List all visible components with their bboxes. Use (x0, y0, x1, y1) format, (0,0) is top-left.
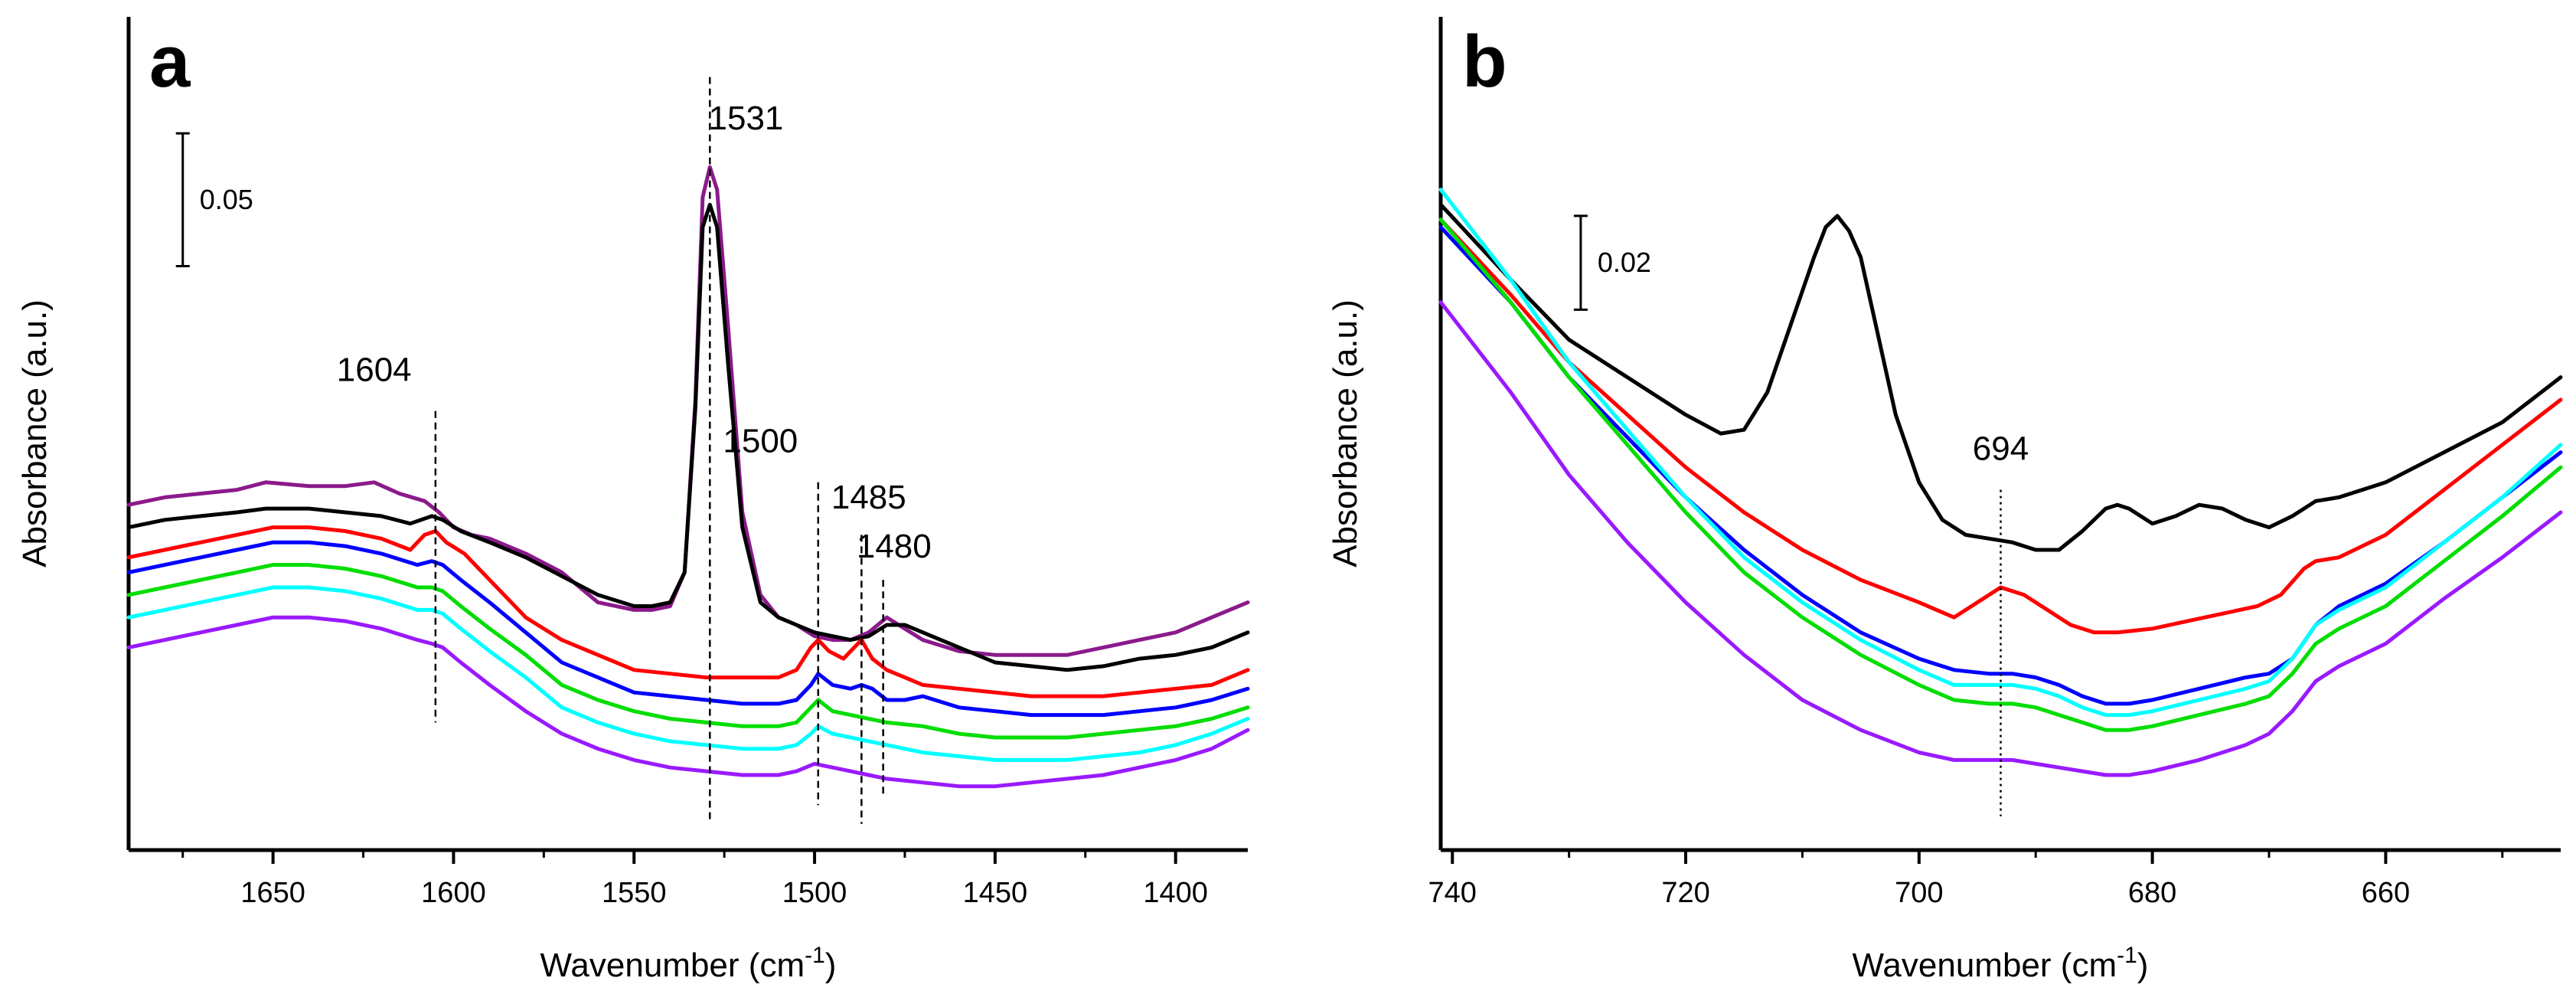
panel-a-annotations: 1531 1604 1500 1485 1480 (337, 77, 932, 824)
x-tick-label: 680 (2128, 877, 2176, 909)
series-cyan (126, 585, 1250, 762)
panel-b: b 694 740 720 700 680 660 0.02 Absorbance (a… (1327, 17, 2563, 984)
x-tick-label: 1650 (240, 877, 305, 909)
panel-b-x-axis-label: Wavenumber (cm-1) (1853, 943, 2149, 984)
panel-b-x-label-main: Wavenumber (1853, 947, 2052, 984)
panel-a-x-label-close: ) (825, 947, 837, 984)
series-blue (126, 540, 1250, 718)
panel-a-series-group (126, 165, 1250, 789)
annotation-label-1500: 1500 (723, 423, 798, 460)
x-tick-label: 700 (1895, 877, 1943, 909)
panel-a-y-axis-label: Absorbance (a.u.) (16, 299, 54, 567)
panel-a-x-label-unit: (cm (749, 947, 805, 984)
panel-b-x-label-close: ) (2137, 947, 2149, 984)
series-red (126, 525, 1250, 698)
x-tick-label: 1600 (421, 877, 486, 909)
panel-a-x-label-sup: -1 (805, 943, 825, 968)
annotation-label-694: 694 (1973, 430, 2029, 467)
series-red (1438, 217, 2563, 635)
panel-b-x-label-space (2052, 947, 2061, 984)
x-tick-label: 720 (1661, 877, 1709, 909)
series-black (126, 202, 1250, 672)
x-tick-label: 1550 (602, 877, 667, 909)
panel-b-x-label-sup: -1 (2117, 943, 2137, 968)
x-tick-label: 740 (1428, 877, 1477, 909)
annotation-label-1531: 1531 (709, 100, 784, 137)
panel-b-annotations: 694 (1973, 430, 2029, 816)
annotation-label-1485: 1485 (831, 479, 906, 516)
series-green (1438, 217, 2563, 732)
series-green (126, 563, 1250, 740)
panel-b-x-label-unit: (cm (2061, 947, 2117, 984)
panel-a-ticks: 1650 1600 1550 1500 1450 1400 (181, 850, 1208, 909)
series-cyan (1438, 188, 2563, 718)
scale-bar-label: 0.02 (1598, 247, 1651, 278)
panel-a-x-label-main: Wavenumber (540, 947, 739, 984)
x-tick-label: 660 (2362, 877, 2410, 909)
panel-a-label: a (149, 21, 191, 103)
scale-bar-label: 0.05 (200, 184, 253, 215)
series-violet (126, 615, 1250, 789)
panel-b-scale-bar: 0.02 (1573, 214, 1651, 311)
panel-b-label: b (1462, 21, 1507, 103)
panel-a-x-axis-label: Wavenumber (cm-1) (540, 943, 837, 984)
x-tick-label: 1500 (782, 877, 847, 909)
x-tick-label: 1400 (1143, 877, 1208, 909)
annotation-label-1480: 1480 (857, 528, 932, 565)
x-tick-label: 1450 (963, 877, 1028, 909)
panel-a-scale-bar: 0.05 (175, 132, 253, 268)
panel-a-x-label-space (739, 947, 749, 984)
panel-b-ticks: 740 720 700 680 660 (1428, 850, 2504, 909)
panel-b-y-axis-label: Absorbance (a.u.) (1327, 299, 1364, 567)
series-violet (1438, 300, 2563, 777)
series-purple-dark (126, 165, 1250, 657)
annotation-label-1604: 1604 (337, 352, 412, 389)
panel-b-series-group (1438, 188, 2563, 777)
